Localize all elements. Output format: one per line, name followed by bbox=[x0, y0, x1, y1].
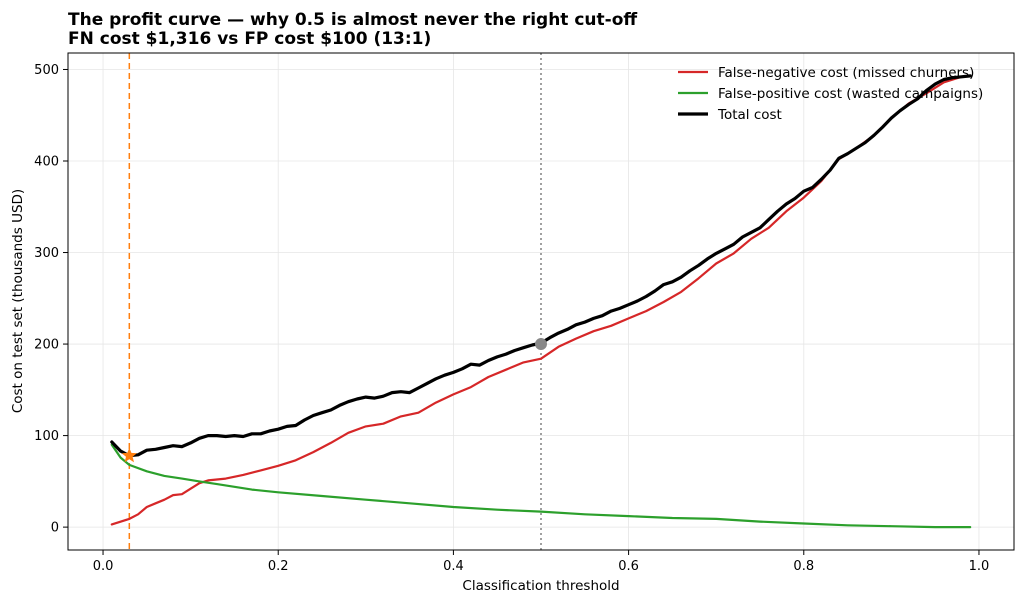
legend-label-total: Total cost bbox=[717, 107, 782, 123]
y-tick-label: 200 bbox=[34, 338, 59, 353]
default-threshold-marker bbox=[535, 338, 547, 351]
x-tick-label: 0.2 bbox=[268, 559, 289, 574]
vertical-reference-lines bbox=[128, 53, 542, 550]
optimal-threshold-star-marker bbox=[121, 447, 137, 463]
x-axis-label: Classification threshold bbox=[462, 578, 619, 594]
x-axis: 0.0 0.2 0.4 0.6 0.8 1.0 bbox=[93, 550, 990, 574]
series-line-fp bbox=[110, 443, 972, 529]
x-tick-label: 0.8 bbox=[793, 559, 814, 574]
chart-title-line1: The profit curve — why 0.5 is almost nev… bbox=[68, 10, 637, 30]
y-axis-label: Cost on test set (thousands USD) bbox=[10, 189, 26, 413]
y-tick-label: 100 bbox=[34, 429, 59, 444]
x-tick-label: 1.0 bbox=[969, 559, 990, 574]
grid bbox=[68, 53, 1014, 550]
plot-markers bbox=[121, 338, 547, 463]
y-axis: 0 100 200 300 400 500 bbox=[34, 63, 68, 536]
y-tick-label: 500 bbox=[34, 63, 59, 78]
y-tick-label: 400 bbox=[34, 155, 59, 170]
legend-label-fn: False-negative cost (missed churners) bbox=[718, 65, 974, 81]
chart-title-line2: FN cost $1,316 vs FP cost $100 (13:1) bbox=[68, 29, 431, 49]
x-tick-label: 0.6 bbox=[618, 559, 639, 574]
x-tick-label: 0.0 bbox=[93, 559, 114, 574]
legend-label-fp: False-positive cost (wasted campaigns) bbox=[718, 86, 983, 102]
legend: False-negative cost (missed churners) Fal… bbox=[678, 65, 983, 123]
y-tick-label: 0 bbox=[51, 521, 59, 536]
y-tick-label: 300 bbox=[34, 246, 59, 261]
x-tick-label: 0.4 bbox=[443, 559, 464, 574]
plot-frame bbox=[67, 52, 1015, 551]
